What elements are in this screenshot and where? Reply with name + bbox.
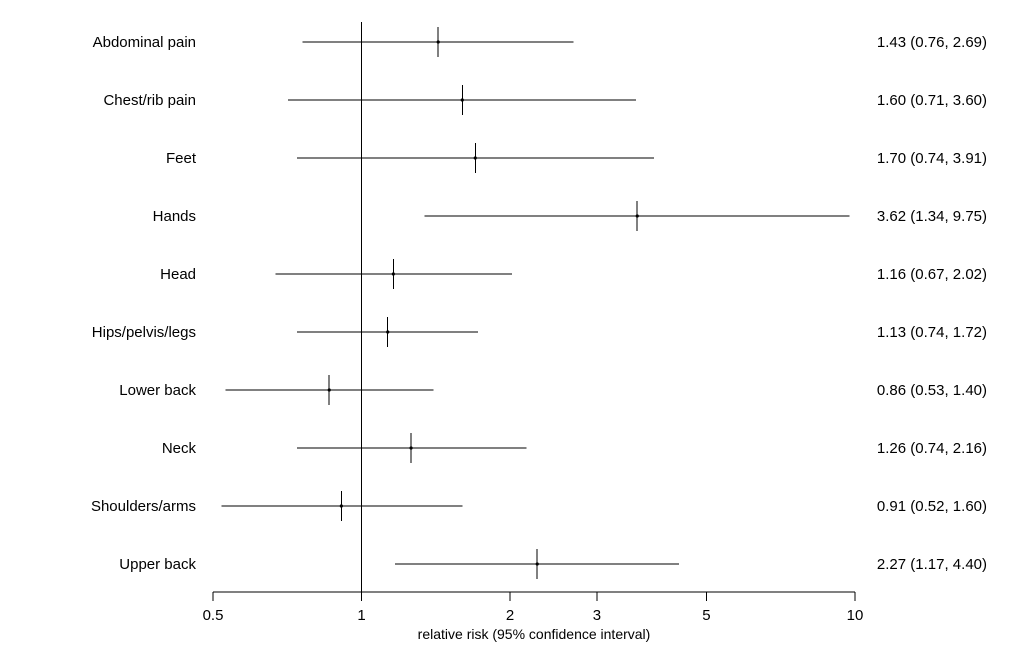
row-label: Hips/pelvis/legs — [92, 324, 196, 341]
estimate-point — [409, 446, 413, 450]
forest-row: Chest/rib pain 1.60 (0.71, 3.60) — [103, 85, 987, 115]
x-tick-label: 3 — [593, 607, 601, 624]
ci-value-text: 1.13 (0.74, 1.72) — [877, 324, 987, 341]
ci-value-text: 2.27 (1.17, 4.40) — [877, 556, 987, 573]
rows-layer: Abdominal pain 1.43 (0.76, 2.69) Chest/rib… — [91, 27, 987, 579]
estimate-point — [460, 98, 464, 102]
row-label: Feet — [166, 150, 197, 167]
row-label: Abdominal pain — [93, 34, 196, 51]
x-axis-title: relative risk (95% confidence interval) — [418, 626, 651, 642]
ci-value-text: 1.43 (0.76, 2.69) — [877, 34, 987, 51]
forest-row: Upper back 2.27 (1.17, 4.40) — [119, 549, 987, 579]
forest-row: Head 1.16 (0.67, 2.02) — [160, 259, 987, 289]
forest-row: Abdominal pain 1.43 (0.76, 2.69) — [93, 27, 987, 57]
forest-row: Hips/pelvis/legs 1.13 (0.74, 1.72) — [92, 317, 987, 347]
x-axis: 0.5 1 2 3 5 10 — [203, 591, 864, 624]
x-tick-label: 10 — [847, 607, 864, 624]
row-label: Upper back — [119, 556, 196, 573]
x-tick-label: 0.5 — [203, 607, 224, 624]
row-label: Neck — [162, 440, 197, 457]
row-label: Head — [160, 266, 196, 283]
estimate-point — [386, 330, 390, 334]
forest-row: Neck 1.26 (0.74, 2.16) — [162, 433, 987, 463]
ci-value-text: 3.62 (1.34, 9.75) — [877, 208, 987, 225]
estimate-point — [327, 388, 331, 392]
forest-row: Lower back 0.86 (0.53, 1.40) — [119, 375, 987, 405]
ci-value-text: 1.26 (0.74, 2.16) — [877, 440, 987, 457]
forest-row: Hands 3.62 (1.34, 9.75) — [153, 201, 987, 231]
row-label: Hands — [153, 208, 196, 225]
x-tick-label: 5 — [702, 607, 710, 624]
ci-value-text: 1.70 (0.74, 3.91) — [877, 150, 987, 167]
estimate-point — [436, 40, 440, 44]
estimate-point — [391, 272, 395, 276]
row-label: Chest/rib pain — [103, 92, 196, 109]
ci-value-text: 1.16 (0.67, 2.02) — [877, 266, 987, 283]
ci-value-text: 0.91 (0.52, 1.60) — [877, 498, 987, 515]
x-tick-label: 1 — [357, 607, 365, 624]
x-tick-label: 2 — [506, 607, 514, 624]
estimate-point — [473, 156, 477, 160]
ci-value-text: 0.86 (0.53, 1.40) — [877, 382, 987, 399]
ci-value-text: 1.60 (0.71, 3.60) — [877, 92, 987, 109]
forest-row: Feet 1.70 (0.74, 3.91) — [166, 143, 987, 173]
estimate-point — [535, 562, 539, 566]
estimate-point — [339, 504, 343, 508]
row-label: Shoulders/arms — [91, 498, 196, 515]
forest-row: Shoulders/arms 0.91 (0.52, 1.60) — [91, 491, 987, 521]
estimate-point — [635, 214, 639, 218]
row-label: Lower back — [119, 382, 196, 399]
